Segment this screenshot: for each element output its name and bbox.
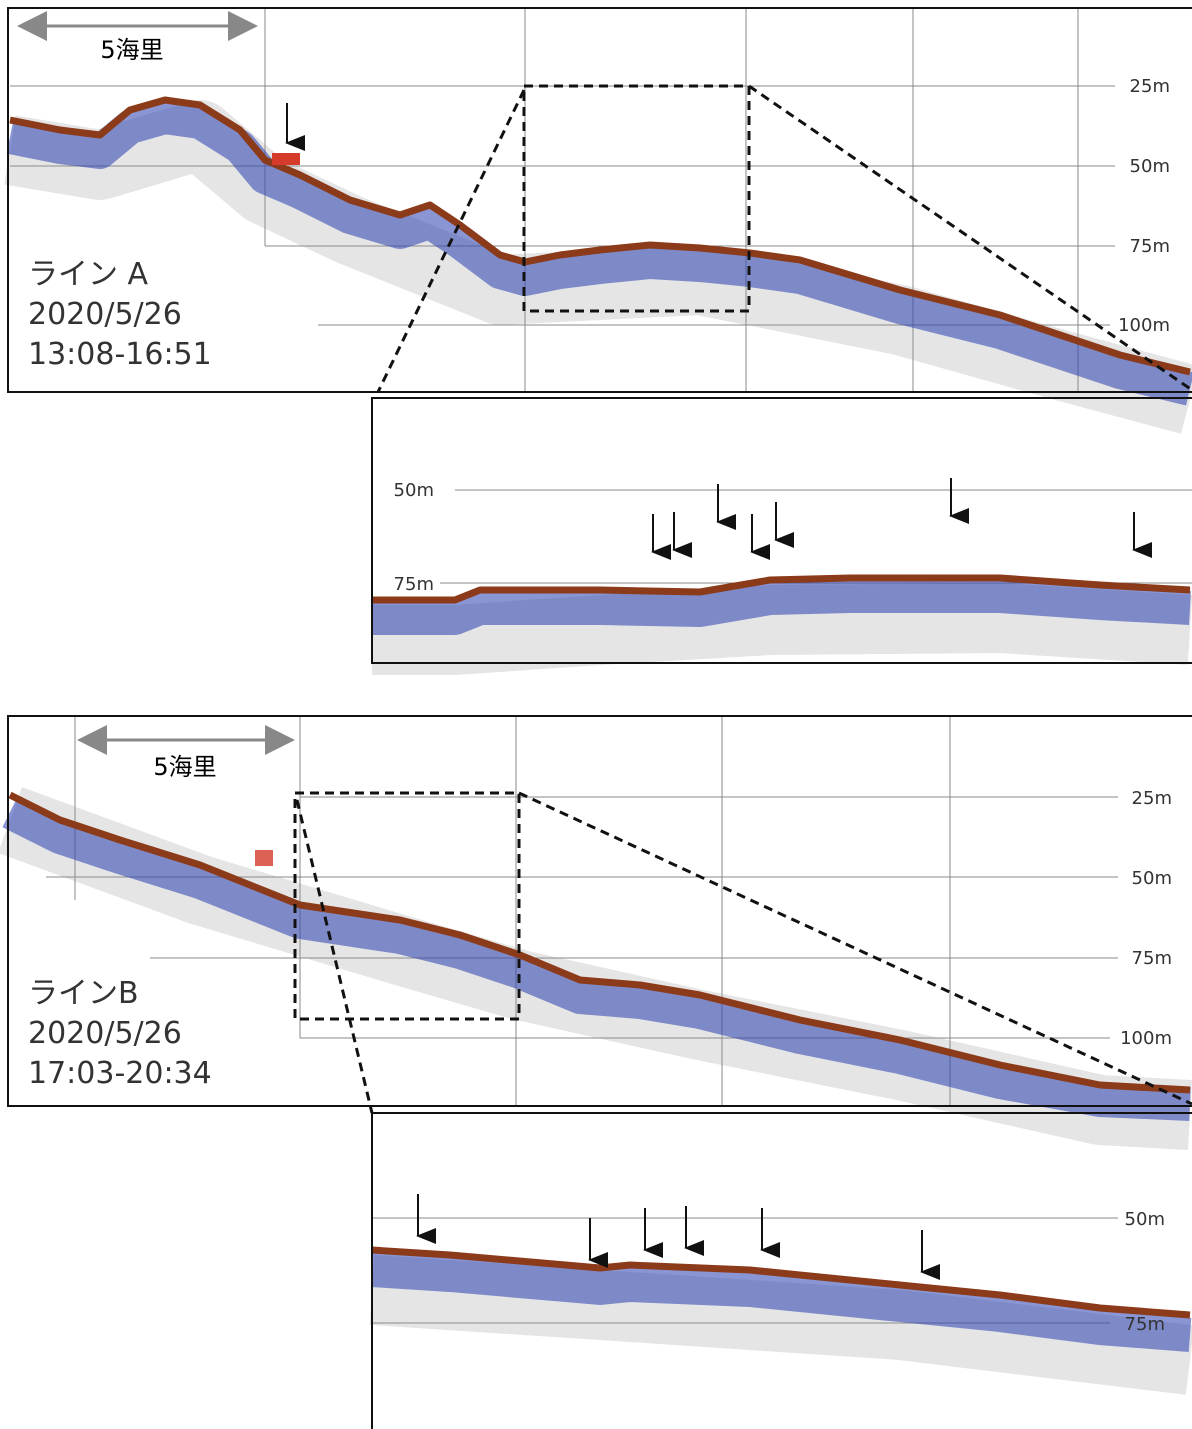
depth-label: 75m	[1125, 1314, 1165, 1335]
depth-label: 50m	[1125, 1209, 1165, 1230]
panel-b: 5海里 ラインB 2020/5/26 17:03-20:34 25m 50m 7…	[8, 716, 1192, 1115]
depth-label: 50m	[394, 480, 434, 501]
figure: 5海里 ライン A 2020/5/26 13:08-16:51 25m 50m …	[0, 0, 1192, 1429]
date: 2020/5/26	[28, 1016, 182, 1051]
zoom-b: 50m 75m	[372, 1113, 1192, 1429]
depth-label: 25m	[1132, 788, 1172, 809]
scale-label: 5海里	[153, 753, 216, 781]
scale-label: 5海里	[100, 36, 163, 64]
zoom-a: 50m 75m	[372, 398, 1192, 663]
line-title: ライン A	[28, 257, 149, 292]
depth-label: 75m	[1130, 236, 1170, 257]
time: 13:08-16:51	[28, 337, 212, 372]
depth-label: 75m	[1132, 948, 1172, 969]
panel-a: 5海里 ライン A 2020/5/26 13:08-16:51 25m 50m …	[8, 8, 1192, 400]
time: 17:03-20:34	[28, 1056, 212, 1091]
depth-label: 100m	[1120, 1028, 1172, 1049]
depth-label: 75m	[394, 574, 434, 595]
depth-label: 50m	[1132, 868, 1172, 889]
depth-label: 25m	[1130, 76, 1170, 97]
date: 2020/5/26	[28, 297, 182, 332]
depth-label: 100m	[1118, 315, 1170, 336]
depth-label: 50m	[1130, 156, 1170, 177]
line-title: ラインB	[28, 976, 139, 1011]
